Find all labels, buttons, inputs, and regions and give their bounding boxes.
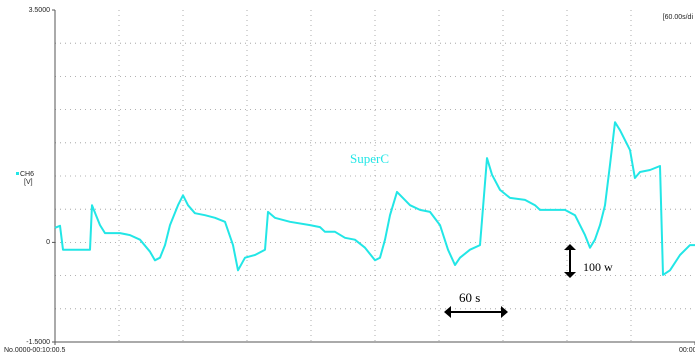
channel-label: CH6 bbox=[20, 171, 34, 178]
trace bbox=[54, 121, 695, 276]
grid bbox=[55, 10, 695, 342]
channel-marker bbox=[16, 172, 19, 175]
arrow-head bbox=[444, 306, 508, 318]
annotation: 60 s bbox=[459, 290, 480, 305]
y-tick-label: -1.5000 bbox=[26, 339, 50, 346]
y-tick-label: 0 bbox=[46, 239, 50, 246]
x-tick-label: 00:00:0 bbox=[679, 347, 695, 354]
timebase-label: [60.00s/di bbox=[663, 14, 694, 21]
y-tick-label: 3.5000 bbox=[29, 7, 51, 14]
annotation: 100 w bbox=[583, 260, 613, 274]
annotation: SuperC bbox=[350, 151, 389, 166]
x-tick-label: -00:10:00.5 bbox=[30, 347, 66, 354]
unit-label: [V] bbox=[24, 179, 33, 186]
record-label: No.0000 bbox=[4, 347, 31, 354]
arrows bbox=[444, 244, 576, 318]
